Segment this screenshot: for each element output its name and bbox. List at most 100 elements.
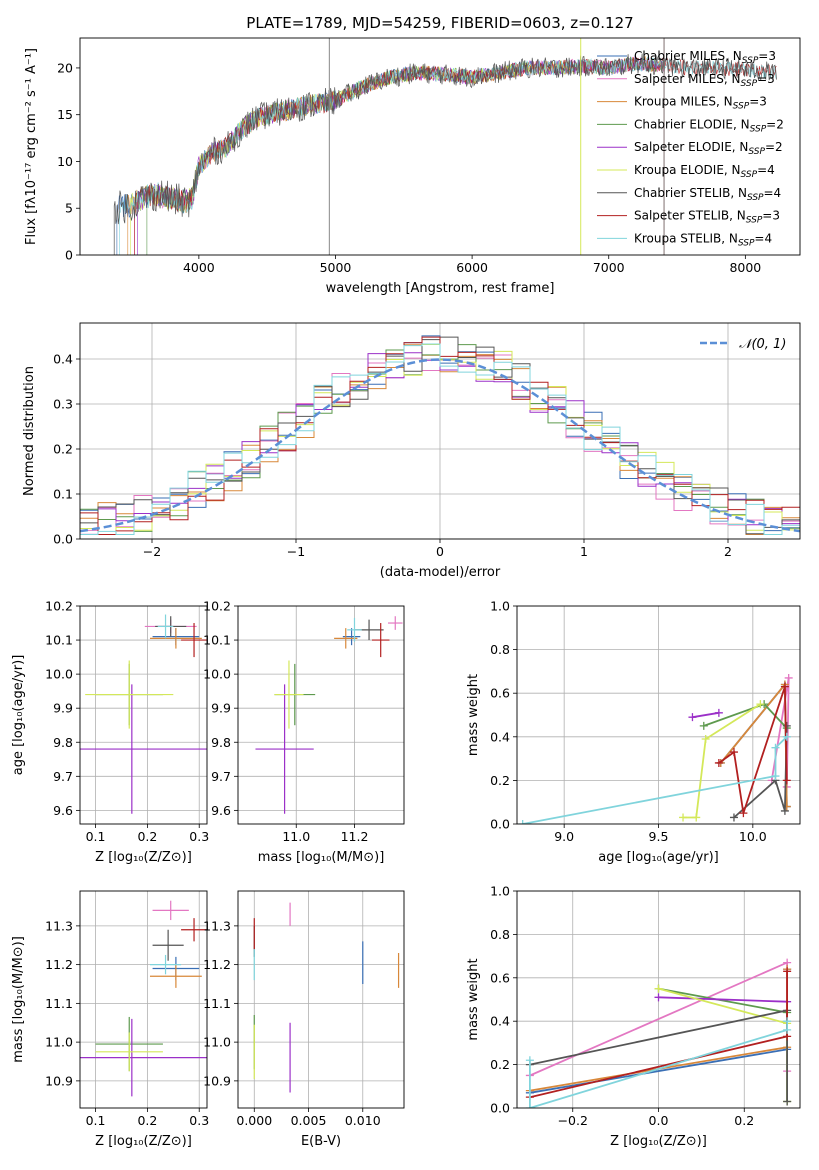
age-vs-mass-plot-area bbox=[238, 606, 404, 824]
mass-weight-marker bbox=[729, 748, 738, 757]
figure-title: PLATE=1789, MJD=54259, FIBERID=0603, z=0… bbox=[246, 14, 633, 32]
y-tick-label: 9.7 bbox=[53, 769, 73, 784]
y-tick-label: 0.4 bbox=[490, 729, 510, 744]
y-tick-label: 11.3 bbox=[203, 918, 231, 933]
mass-weight-marker bbox=[782, 732, 791, 741]
residuals-x-axis-label: (data-model)/error bbox=[380, 565, 501, 580]
errorbar-point bbox=[80, 1018, 207, 1097]
age-vs-Z-panel: 0.1 0.2 0.3 9.6 9.7 9.8 9.9 10.0 10.1 10.2 Z [log₁… bbox=[11, 599, 209, 866]
x-tick-label: 5000 bbox=[320, 260, 352, 275]
mass-weight-marker bbox=[525, 1056, 534, 1065]
mass-weight-marker bbox=[739, 809, 748, 818]
mass-vs-ebv-panel: 0.000 0.005 0.010 10.9 11.0 11.1 11.2 11.3 E(B-V… bbox=[203, 890, 405, 1149]
residuals-panel: −2 −1 0 1 2 0.0 0.1 0.2 0.3 0.4 (data-model)/error… bbox=[22, 322, 801, 580]
spectrum-frame bbox=[79, 37, 801, 256]
spectrum-plot-area bbox=[113, 38, 777, 255]
legend-label: Kroupa ELODIE, NSSP=4 bbox=[634, 163, 775, 180]
errorbar-point bbox=[274, 660, 304, 729]
y-tick-label: 0.2 bbox=[490, 773, 510, 788]
mass-weight-marker bbox=[783, 967, 792, 976]
errorbar-point bbox=[157, 614, 174, 639]
mass-weight-marker bbox=[771, 743, 780, 752]
mass-weight-marker bbox=[688, 713, 697, 722]
errorbar-point bbox=[149, 964, 202, 988]
x-tick-label: 0.2 bbox=[734, 1113, 754, 1128]
mass-weight-vs-age-x-axis-label: age [log₁₀(age/yr)] bbox=[598, 850, 719, 865]
y-tick-label: 9.7 bbox=[211, 769, 231, 784]
y-tick-label: 0.4 bbox=[53, 352, 73, 367]
x-tick-label: 0 bbox=[436, 544, 444, 559]
mass-weight-marker bbox=[783, 1097, 792, 1106]
mass-weight-marker bbox=[518, 820, 527, 824]
age-vs-mass-panel: 11.0 11.2 9.6 9.7 9.8 9.9 10.0 10.1 10.2 mass [lo… bbox=[203, 599, 405, 865]
mass-weight-marker bbox=[784, 673, 793, 682]
errorbar-point bbox=[371, 623, 390, 658]
mass-weight-marker bbox=[714, 708, 723, 717]
legend-label: Chabrier ELODIE, NSSP=2 bbox=[634, 117, 784, 134]
mass-weight-series-8 bbox=[522, 736, 788, 824]
y-tick-label: 11.2 bbox=[203, 957, 231, 972]
y-tick-label: 0.6 bbox=[490, 686, 510, 701]
y-tick-label: 11.0 bbox=[45, 1035, 73, 1050]
y-tick-label: 0.0 bbox=[490, 817, 510, 832]
errorbar-point bbox=[152, 900, 189, 921]
legend-label: Salpeter STELIB, NSSP=3 bbox=[634, 209, 780, 226]
x-tick-label: 9.5 bbox=[649, 829, 669, 844]
y-tick-label: 1.0 bbox=[490, 599, 510, 614]
y-tick-label: 11.2 bbox=[45, 957, 73, 972]
x-tick-label: −1 bbox=[287, 544, 305, 559]
y-tick-label: 0 bbox=[65, 248, 73, 263]
mass-vs-Z-x-axis-label: Z [log₁₀(Z/Z⊙)] bbox=[95, 1134, 192, 1149]
legend-label: 𝒩(0, 1) bbox=[739, 337, 786, 352]
mass-vs-Z-y-axis-label: mass [log₁₀(M/M⊙)] bbox=[11, 936, 26, 1063]
y-tick-label: 9.8 bbox=[211, 735, 231, 750]
errorbar-point bbox=[181, 623, 207, 658]
residuals-plot-area bbox=[80, 323, 800, 539]
mass-weight-marker bbox=[729, 813, 738, 822]
errorbar-point bbox=[85, 660, 174, 729]
mass-weight-marker bbox=[782, 721, 791, 730]
y-tick-label: 9.6 bbox=[211, 803, 231, 818]
mass-weight-marker bbox=[654, 993, 663, 1002]
mass-weight-marker bbox=[780, 806, 789, 815]
y-tick-label: 0.2 bbox=[490, 1057, 510, 1072]
x-tick-label: 0.3 bbox=[189, 1113, 209, 1128]
mass-weight-vs-age-panel: 9.0 9.5 10.0 0.0 0.2 0.4 0.6 0.8 1.0 age [log₁₀(a… bbox=[466, 599, 801, 865]
residuals-y-axis-label: Normed distribution bbox=[22, 366, 37, 496]
age-vs-Z-plot-area bbox=[80, 606, 207, 824]
y-tick-label: 11.0 bbox=[203, 1035, 231, 1050]
mass-weight-vs-Z-frame bbox=[516, 890, 801, 1109]
y-tick-label: 0.2 bbox=[53, 442, 73, 457]
x-tick-label: 0.000 bbox=[236, 1113, 272, 1128]
spectrum-series-6 bbox=[113, 53, 777, 255]
x-tick-label: 7000 bbox=[593, 260, 625, 275]
y-tick-label: 11.3 bbox=[45, 918, 73, 933]
mass-vs-Z-frame bbox=[79, 890, 208, 1109]
mass-weight-vs-age-y-axis-label: mass weight bbox=[466, 674, 481, 756]
x-tick-label: 0.2 bbox=[137, 1113, 157, 1128]
x-tick-label: 4000 bbox=[183, 260, 215, 275]
mass-weight-vs-age-frame bbox=[516, 605, 801, 825]
x-tick-label: 2 bbox=[724, 544, 732, 559]
x-tick-label: −2 bbox=[143, 544, 161, 559]
mass-weight-series-4 bbox=[692, 711, 720, 719]
mass-weight-marker bbox=[701, 734, 710, 743]
legend-label: Kroupa MILES, NSSP=3 bbox=[634, 95, 767, 112]
age-vs-mass-x-axis-label: mass [log₁₀(M/M⊙)] bbox=[258, 850, 385, 865]
mass-weight-marker bbox=[756, 700, 765, 709]
x-tick-label: 0.2 bbox=[137, 829, 157, 844]
x-tick-label: 9.0 bbox=[554, 829, 574, 844]
mass-weight-series-5 bbox=[683, 703, 761, 819]
errorbar-point bbox=[152, 929, 184, 961]
y-tick-label: 0.8 bbox=[490, 927, 510, 942]
mass-weight-marker bbox=[714, 758, 723, 767]
normal-curve bbox=[80, 358, 800, 533]
errorbar-point bbox=[387, 616, 403, 630]
y-tick-label: 0.0 bbox=[490, 1101, 510, 1116]
spectrum-y-axis-label: Flux [fλ10⁻¹⁷ erg cm⁻² s⁻¹ A⁻¹] bbox=[24, 48, 39, 245]
y-tick-label: 10.1 bbox=[45, 633, 73, 648]
mass-weight-series-8 bbox=[529, 1021, 788, 1108]
mass-weight-marker bbox=[780, 682, 789, 691]
mass-weight-marker bbox=[783, 1017, 792, 1026]
x-tick-label: 0.005 bbox=[291, 1113, 327, 1128]
